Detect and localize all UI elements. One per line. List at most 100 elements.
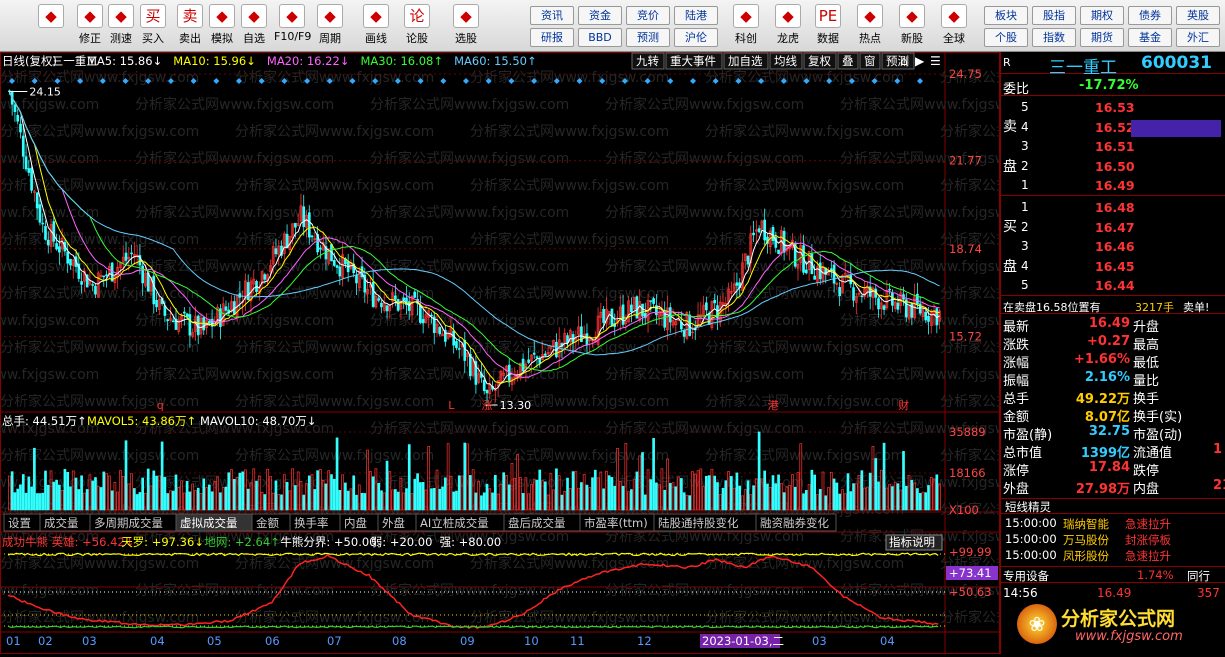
kechuang-button[interactable]: ◆ 科创 <box>726 2 766 50</box>
select-button[interactable]: ◆ 选股 <box>448 2 484 50</box>
quick-button[interactable]: 预测 <box>626 28 670 47</box>
order-row[interactable]: 4 16.52 <box>1019 119 1225 138</box>
fire-button[interactable]: ◆ 热点 <box>850 2 890 50</box>
market-button[interactable]: 债券 <box>1128 6 1172 25</box>
quick-button[interactable]: BBD <box>578 28 622 47</box>
volume-bar <box>574 471 578 511</box>
lock-icon[interactable]: ⌂ <box>900 54 908 68</box>
kline-chart[interactable]: 分析家公式网www.fxjgsw.com 分析家公式网www.fxjgsw.com… <box>0 52 1139 654</box>
order-row[interactable]: 5 16.53 <box>1019 100 1225 118</box>
sell-button[interactable]: 卖卖出 <box>172 2 208 50</box>
toolbar-label: 热点 <box>859 32 881 45</box>
back-arrow-button[interactable]: ◆ <box>33 2 69 50</box>
chart-tool-button[interactable] <box>631 52 665 70</box>
volume-bar <box>85 489 89 511</box>
lungu-button[interactable]: 论论股 <box>399 2 435 50</box>
order-row[interactable]: 2 16.47 <box>1019 220 1225 238</box>
volume-bar <box>829 471 833 511</box>
order-row[interactable]: 2 16.50 <box>1019 159 1225 177</box>
volume-bar <box>374 468 378 511</box>
market-button[interactable]: 基金 <box>1128 28 1172 47</box>
order-row[interactable]: 3 16.46 <box>1019 239 1225 257</box>
pe-button[interactable]: PE 数据 <box>808 2 848 50</box>
sprite-row[interactable]: 15:00:00 万马股份 封涨停板 <box>1001 532 1225 548</box>
pen-button[interactable]: ◆ 画线 <box>358 2 394 50</box>
event-marker <box>780 78 787 84</box>
watermark-text: 分析家公式网www.fxjgsw.com <box>235 339 434 356</box>
order-row[interactable]: 5 16.44 <box>1019 278 1225 296</box>
order-row[interactable]: 1 16.49 <box>1019 178 1225 196</box>
chart-tool-button[interactable] <box>769 52 803 70</box>
menu-icon[interactable]: ☰ <box>930 54 941 68</box>
volume-bar <box>582 474 586 511</box>
hammer-button[interactable]: ◆ 模拟 <box>204 2 240 50</box>
volume-bar <box>41 492 45 511</box>
volume-bar <box>155 475 158 511</box>
fire-icon: ◆ <box>857 4 883 28</box>
chart-area[interactable]: 分析家公式网www.fxjgsw.com 分析家公式网www.fxjgsw.com… <box>0 52 1139 657</box>
order-row[interactable]: 3 16.51 <box>1019 139 1225 157</box>
volume-bar <box>621 485 625 511</box>
chart-tool-button[interactable] <box>723 52 769 70</box>
volume-bar <box>468 475 472 511</box>
volume-bar <box>430 488 433 511</box>
market-button[interactable]: 英股 <box>1176 6 1220 25</box>
order-row[interactable]: 1 16.48 <box>1019 200 1225 218</box>
candle-body <box>655 305 658 316</box>
sprite-time: 15:00:00 <box>1005 532 1057 546</box>
chart-tool-button[interactable] <box>837 52 859 70</box>
doc-button[interactable]: ◆ F10/F9 <box>274 2 311 50</box>
indicator-help-button[interactable] <box>885 534 943 551</box>
order-row[interactable]: 4 16.45 <box>1019 259 1225 277</box>
market-button[interactable]: 期权 <box>1080 6 1124 25</box>
buy-button[interactable]: 买买入 <box>135 2 171 50</box>
quick-button[interactable]: 陆港 <box>674 6 718 25</box>
globe-button[interactable]: ◆ 全球 <box>934 2 974 50</box>
industry-peer-button[interactable]: 同行 <box>1187 569 1210 583</box>
event-marker <box>463 78 469 84</box>
chart-tool-button[interactable] <box>803 52 837 70</box>
watermark-text: 分析家公式网www.fxjgsw.com <box>470 555 669 572</box>
market-button[interactable]: 板块 <box>984 6 1028 25</box>
dragon-button[interactable]: ◆ 龙虎 <box>768 2 808 50</box>
quick-button[interactable]: 沪伦 <box>674 28 718 47</box>
candle-body <box>649 300 653 302</box>
quick-button[interactable]: 资金 <box>578 6 622 25</box>
quick-button[interactable]: 研报 <box>530 28 574 47</box>
volume-bar <box>171 490 175 511</box>
watermark-text: 分析家公式网www.fxjgsw.com <box>135 96 334 113</box>
volume-bar <box>344 482 347 511</box>
volume-bar <box>27 476 31 511</box>
sprite-row[interactable]: 15:00:00 瑞纳智能 急速拉升 <box>1001 516 1225 532</box>
tick-row: 14:56 16.49 357 <box>1001 586 1225 602</box>
chart-tool-button[interactable] <box>665 52 723 70</box>
stat-row: 振幅 2.16% 量比 <box>1001 370 1225 389</box>
chart-tool-button[interactable] <box>881 52 915 70</box>
quick-button[interactable]: 竞价 <box>626 6 670 25</box>
watermark-text: 分析家公式网www.fxjgsw.com <box>235 609 434 626</box>
market-button[interactable]: 股指 <box>1032 6 1076 25</box>
up-down-button[interactable]: ◆ 修正 <box>72 2 108 50</box>
candle-body <box>904 299 908 318</box>
market-button[interactable]: 个股 <box>984 28 1028 47</box>
market-button[interactable]: 外汇 <box>1176 28 1220 47</box>
watermark-text: 分析家公式网www.fxjgsw.com <box>0 69 199 86</box>
indicator-tab[interactable] <box>755 513 837 532</box>
newstock-button[interactable]: ◆ 新股 <box>892 2 932 50</box>
period-button[interactable]: ◆ 周期 <box>312 2 348 50</box>
volume-bar <box>446 443 450 511</box>
volume-bar <box>296 471 300 511</box>
volume-bar <box>896 483 900 511</box>
order-level: 3 <box>1021 239 1029 253</box>
market-button[interactable]: 指数 <box>1032 28 1076 47</box>
quick-button[interactable]: 资讯 <box>530 6 574 25</box>
market-button[interactable]: 期货 <box>1080 28 1124 47</box>
clock-button[interactable]: ◆ 测速 <box>103 2 139 50</box>
chart-tool-button[interactable] <box>859 52 881 70</box>
volume-bar <box>746 480 750 511</box>
star-button[interactable]: ◆ 自选 <box>236 2 272 50</box>
sprite-row[interactable]: 15:00:00 凤形股份 急速拉升 <box>1001 548 1225 564</box>
arrow-icon[interactable]: ▶ <box>915 54 925 68</box>
candle-body <box>263 274 267 280</box>
sprite-time: 15:00:00 <box>1005 548 1057 562</box>
